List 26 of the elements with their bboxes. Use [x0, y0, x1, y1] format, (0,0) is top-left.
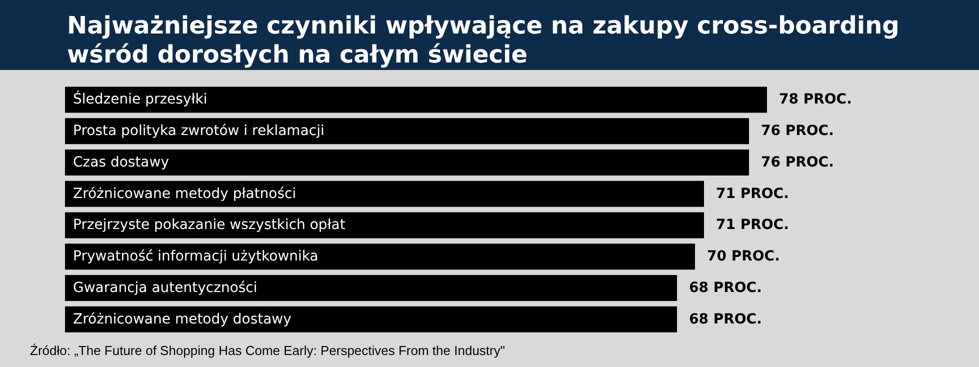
data-label: 71 PROC.	[716, 186, 789, 202]
y-tick-label: Prosta polityka zwrotów i reklamacji	[73, 123, 324, 140]
data-label: 68 PROC.	[689, 280, 762, 296]
chart-title: Najważniejsze czynniki wpływające na zakupy cross-boarding wśród dorosłych na całym świecie	[67, 12, 900, 68]
y-tick-label: Zróżnicowane metody płatności	[73, 186, 296, 202]
y-tick-label: Przejrzyste pokazanie wszystkich opłat	[73, 217, 346, 234]
text: Źródło: „The Future of Shopping Has Come Early: Perspectives From the Industry"	[30, 343, 506, 358]
bar	[65, 180, 704, 207]
bar	[65, 212, 704, 238]
data-label: 70 PROC.	[707, 248, 780, 265]
bar	[65, 118, 749, 144]
data-label: 71 PROC.	[716, 217, 789, 234]
bar	[65, 244, 695, 270]
bar	[65, 274, 677, 301]
y-tick-label: Zróżnicowane metody dostawy	[73, 311, 292, 328]
y-tick-label: Śledzenie przesyłki	[73, 90, 208, 108]
y-tick-label: Prywatność informacji użytkownika	[73, 248, 318, 265]
data-label: 68 PROC.	[689, 311, 762, 328]
bar	[65, 306, 677, 332]
data-label: 76 PROC.	[761, 123, 834, 140]
y-tick-label: Gwarancja autentyczności	[73, 280, 258, 296]
data-label: 76 PROC.	[761, 154, 834, 170]
bar	[65, 149, 749, 176]
data-label: 78 PROC.	[779, 92, 852, 108]
y-tick-label: Czas dostawy	[73, 154, 169, 170]
bar	[65, 86, 767, 113]
